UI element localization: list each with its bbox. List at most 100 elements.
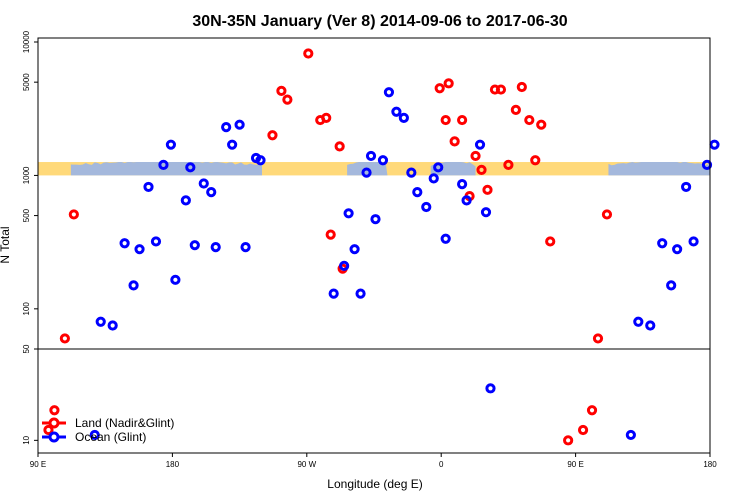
ocean-point-7 (150, 236, 162, 247)
y-lower-tick-label-0: 10 (22, 435, 31, 444)
ocean-point-40 (440, 233, 451, 244)
ocean-point-55 (709, 139, 720, 150)
ocean-point-25 (343, 208, 354, 219)
ocean-point-12 (185, 162, 196, 173)
ocean-point-0 (89, 429, 100, 441)
x-axis: 90 E 180 90 W 0 90 E 180 (30, 453, 717, 469)
ocean-point-41 (457, 179, 468, 190)
ocean-point-35 (406, 167, 417, 178)
ocean-point-14 (198, 178, 209, 189)
ocean-point-17 (221, 122, 232, 133)
ocean-point-8 (158, 159, 169, 170)
land-point-16 (449, 136, 460, 147)
plot-frame-lower (37, 348, 711, 454)
ocean-point-4 (128, 280, 139, 291)
land-point-29 (536, 119, 547, 130)
legend-item-land: Land (Nadir&Glint) (42, 416, 174, 430)
land-point-19 (470, 150, 481, 162)
land-point-6 (282, 94, 293, 105)
ocean-point-24 (339, 260, 350, 271)
ocean-point-1 (95, 316, 106, 327)
ocean-point-51 (672, 244, 683, 255)
land-point-25 (510, 104, 521, 115)
land-point-5 (276, 85, 287, 97)
land-point-24 (503, 159, 514, 170)
land-point-26 (516, 81, 527, 93)
ocean-point-34 (398, 112, 409, 123)
land-point-21 (482, 184, 493, 195)
ocean-point-27 (355, 288, 366, 299)
band-ocean-segment-4 (608, 162, 710, 176)
ocean-point-44 (480, 207, 492, 218)
land-point-2 (59, 333, 70, 344)
y-upper-tick-label-1: 100 (22, 302, 31, 316)
ocean-point-19 (234, 119, 245, 130)
x-tick-label-3: 0 (439, 460, 444, 469)
ocean-point-16 (210, 242, 221, 253)
ocean-point-52 (681, 181, 692, 193)
legend: Land (Nadir&Glint) Ocean (Glint) (42, 416, 174, 444)
ocean-point-32 (383, 87, 395, 98)
ocean-point-53 (688, 236, 699, 247)
ocean-point-37 (421, 201, 432, 213)
land-point-15 (443, 78, 454, 89)
ocean-point-43 (474, 139, 486, 150)
land-point-9 (321, 112, 332, 123)
ocean-point-11 (180, 195, 191, 206)
legend-item-ocean: Ocean (Glint) (42, 430, 146, 444)
ocean-point-48 (645, 320, 656, 331)
x-tick-label-1: 180 (166, 460, 180, 469)
points-layer (43, 48, 720, 446)
y-upper-tick-label-0: 50 (22, 344, 31, 353)
ocean-point-10 (170, 274, 181, 285)
land-point-4 (267, 130, 278, 141)
legend-marker-land (48, 417, 60, 429)
ocean-point-33 (391, 106, 402, 117)
ocean-point-3 (119, 238, 130, 249)
land-point-28 (530, 155, 541, 166)
land-point-34 (592, 333, 604, 344)
ocean-point-29 (365, 150, 377, 162)
x-tick-label-4: 90 E (567, 460, 583, 469)
ocean-point-26 (349, 244, 360, 255)
land-point-7 (303, 48, 314, 59)
x-tick-label-0: 90 E (30, 460, 46, 469)
legend-marker-ocean (48, 431, 60, 443)
ocean-point-46 (625, 429, 636, 441)
ocean-point-45 (485, 383, 496, 394)
ocean-point-13 (189, 240, 200, 251)
land-ocean-band (38, 162, 710, 176)
land-point-27 (524, 114, 535, 126)
ocean-point-42 (461, 195, 472, 206)
ocean-point-20 (240, 242, 251, 253)
ocean-point-49 (657, 238, 668, 249)
ocean-point-5 (134, 244, 145, 255)
land-point-35 (601, 209, 613, 220)
land-point-23 (495, 84, 507, 95)
ocean-point-31 (377, 155, 389, 166)
ocean-point-47 (633, 316, 644, 327)
land-point-11 (334, 141, 345, 152)
ocean-point-36 (412, 186, 423, 198)
ocean-point-18 (227, 139, 238, 150)
ocean-point-39 (433, 162, 444, 173)
land-point-3 (68, 209, 79, 220)
ocean-point-6 (143, 181, 154, 193)
y-upper-tick-label-5: 10000 (22, 30, 31, 53)
y-upper-tick-label-2: 500 (22, 208, 31, 222)
ocean-point-38 (428, 173, 439, 184)
ocean-point-22 (255, 155, 266, 166)
x-tick-label-5: 180 (703, 460, 717, 469)
land-point-13 (434, 83, 445, 94)
ocean-point-30 (370, 214, 381, 225)
ocean-point-23 (328, 288, 339, 299)
ocean-point-2 (107, 320, 118, 331)
land-point-14 (440, 114, 451, 126)
legend-label-ocean: Ocean (Glint) (75, 430, 146, 444)
land-point-31 (563, 435, 574, 446)
land-point-33 (586, 405, 598, 416)
land-point-30 (545, 236, 556, 247)
x-tick-label-2: 90 W (297, 460, 316, 469)
